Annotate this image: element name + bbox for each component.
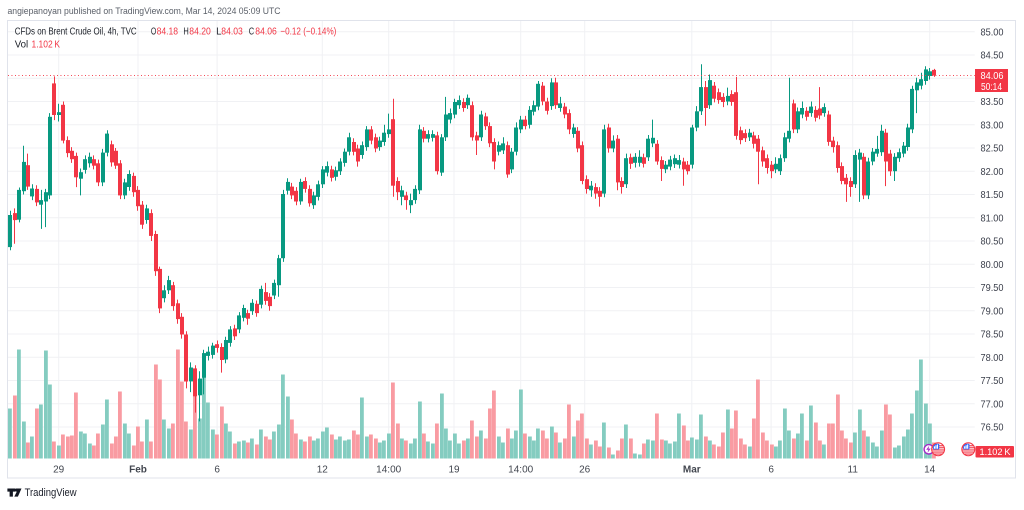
svg-text:79.00: 79.00	[981, 305, 1004, 317]
svg-text:26: 26	[579, 465, 591, 476]
svg-text:80.00: 80.00	[981, 259, 1004, 271]
svg-text:82.00: 82.00	[981, 166, 1004, 178]
svg-text:85.00: 85.00	[981, 26, 1004, 38]
svg-text:14:00: 14:00	[376, 465, 401, 476]
svg-text:84.50: 84.50	[981, 50, 1004, 62]
svg-text:84.06: 84.06	[981, 70, 1004, 82]
svg-text:50:14: 50:14	[981, 82, 1002, 93]
svg-text:81.50: 81.50	[981, 189, 1004, 201]
svg-text:84.03: 84.03	[221, 27, 243, 38]
svg-text:14:00: 14:00	[508, 465, 533, 476]
svg-text:14: 14	[924, 465, 936, 476]
svg-text:84.06: 84.06	[255, 27, 276, 38]
svg-text:Mar: Mar	[683, 465, 701, 476]
svg-text:78.00: 78.00	[981, 352, 1004, 364]
svg-text:77.00: 77.00	[981, 398, 1004, 410]
svg-text:CFDs on Brent Crude Oil, 4h, T: CFDs on Brent Crude Oil, 4h, TVC	[15, 27, 137, 38]
svg-text:80.50: 80.50	[981, 236, 1004, 248]
svg-text:O: O	[151, 27, 157, 38]
svg-text:83.00: 83.00	[981, 119, 1004, 131]
svg-text:76.50: 76.50	[981, 422, 1004, 434]
svg-text:84.20: 84.20	[189, 27, 211, 38]
svg-text:C: C	[249, 27, 254, 38]
svg-text:11: 11	[848, 465, 859, 476]
svg-text:angiepanoyan published on Trad: angiepanoyan published on TradingView.co…	[8, 6, 281, 16]
svg-text:H: H	[183, 27, 188, 38]
svg-text:1.102 K: 1.102 K	[980, 447, 1012, 458]
svg-text:1.102 K: 1.102 K	[32, 40, 61, 51]
svg-text:L: L	[216, 27, 222, 38]
svg-text:84.18: 84.18	[157, 27, 179, 38]
svg-text:TradingView: TradingView	[25, 487, 77, 499]
svg-text:−0.12 (−0.14%): −0.12 (−0.14%)	[280, 27, 336, 38]
svg-text:12: 12	[317, 465, 329, 476]
svg-text:19: 19	[448, 465, 460, 476]
svg-text:Feb: Feb	[129, 465, 147, 476]
svg-text:78.50: 78.50	[981, 329, 1004, 341]
svg-text:77.50: 77.50	[981, 375, 1004, 387]
svg-text:29: 29	[53, 465, 65, 476]
svg-text:83.50: 83.50	[981, 96, 1004, 108]
svg-text:82.50: 82.50	[981, 143, 1004, 155]
svg-text:6: 6	[768, 465, 774, 476]
svg-text:81.00: 81.00	[981, 212, 1004, 224]
svg-text:79.50: 79.50	[981, 282, 1004, 294]
svg-text:Vol: Vol	[15, 40, 28, 51]
svg-text:6: 6	[214, 465, 220, 476]
